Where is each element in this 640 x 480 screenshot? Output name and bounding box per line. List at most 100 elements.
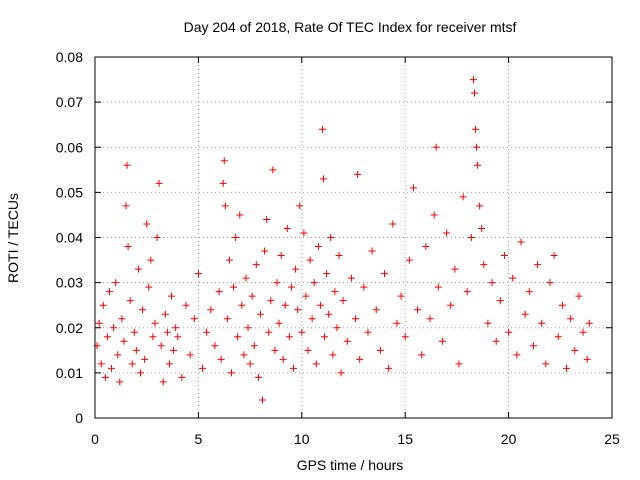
y-tick-label: 0.01	[56, 365, 83, 381]
data-point	[430, 211, 438, 219]
data-point	[141, 355, 149, 363]
data-point	[473, 143, 481, 151]
data-point	[438, 337, 446, 345]
data-point	[120, 337, 128, 345]
data-point	[470, 89, 478, 97]
data-point	[163, 328, 171, 336]
data-point	[434, 283, 442, 291]
data-point	[97, 360, 105, 368]
data-point	[474, 161, 482, 169]
data-point	[546, 279, 554, 287]
data-point	[302, 292, 310, 300]
data-point	[256, 310, 264, 318]
data-point	[298, 328, 306, 336]
data-point	[236, 211, 244, 219]
data-point	[579, 328, 587, 336]
data-point	[304, 346, 312, 354]
data-point	[505, 328, 513, 336]
data-point	[405, 256, 413, 264]
data-point	[118, 315, 126, 323]
data-point	[244, 324, 252, 332]
data-point	[261, 247, 269, 255]
data-point	[153, 234, 161, 241]
data-point	[172, 324, 180, 332]
data-point	[267, 297, 275, 305]
data-point	[325, 310, 333, 318]
data-point	[149, 333, 157, 341]
x-tick-label: 0	[91, 431, 99, 447]
data-point	[335, 252, 343, 260]
data-point	[393, 319, 401, 327]
data-point	[281, 301, 289, 309]
data-points	[93, 76, 593, 404]
axis-ticks: 0 5 10 15 20 25 0 0.01 0.02 0.03 0.04 0.05 0.06 0.07 0…	[56, 49, 620, 447]
data-point	[126, 297, 134, 305]
data-point	[422, 243, 430, 251]
data-point	[134, 265, 142, 273]
data-point	[480, 261, 488, 269]
data-point	[155, 179, 163, 187]
data-point	[122, 202, 130, 210]
data-point	[354, 170, 362, 178]
data-point	[488, 279, 496, 287]
data-point	[314, 243, 322, 251]
data-point	[128, 360, 136, 368]
data-point	[170, 346, 178, 354]
data-point	[443, 229, 451, 237]
data-point	[368, 247, 376, 255]
data-point	[337, 369, 345, 377]
data-point	[343, 337, 351, 345]
data-point	[401, 333, 409, 341]
data-point	[259, 396, 267, 404]
data-point	[513, 351, 521, 359]
data-point	[174, 333, 182, 341]
data-point	[178, 373, 186, 381]
data-point	[364, 328, 372, 336]
chart-title: Day 204 of 2018, Rate Of TEC Index for r…	[184, 19, 517, 35]
data-point	[114, 351, 122, 359]
data-point	[151, 319, 159, 327]
data-point	[469, 76, 477, 84]
data-point	[275, 319, 283, 327]
data-point	[273, 279, 281, 287]
data-point	[103, 333, 111, 341]
data-point	[123, 161, 131, 169]
data-point	[426, 315, 434, 323]
data-point	[254, 373, 262, 381]
y-tick-label: 0.04	[56, 230, 83, 246]
data-point	[168, 292, 176, 300]
y-tick-label: 0.02	[56, 320, 83, 336]
data-point	[308, 315, 316, 323]
data-point	[484, 319, 492, 327]
data-point	[277, 252, 285, 260]
data-point	[217, 355, 225, 363]
data-point	[321, 333, 329, 341]
data-point	[252, 261, 260, 269]
data-point	[409, 184, 417, 192]
data-point	[476, 202, 484, 210]
data-point	[585, 319, 593, 327]
data-point	[385, 364, 393, 372]
data-point	[389, 220, 397, 228]
data-point	[534, 261, 542, 269]
data-point	[418, 351, 426, 359]
data-point	[108, 364, 116, 372]
data-point	[190, 315, 198, 323]
data-point	[112, 279, 120, 287]
data-point	[432, 143, 440, 151]
data-point	[157, 342, 165, 350]
data-point	[292, 265, 300, 273]
data-point	[139, 306, 147, 314]
data-point	[269, 166, 277, 174]
data-point	[463, 288, 471, 296]
data-point	[500, 252, 508, 260]
data-point	[220, 157, 228, 165]
data-point	[238, 301, 246, 309]
data-point	[455, 360, 463, 368]
data-point	[312, 360, 320, 368]
data-point	[287, 283, 295, 291]
data-point	[186, 351, 194, 359]
data-point	[105, 288, 113, 296]
data-point	[521, 310, 529, 318]
data-point	[310, 279, 318, 287]
